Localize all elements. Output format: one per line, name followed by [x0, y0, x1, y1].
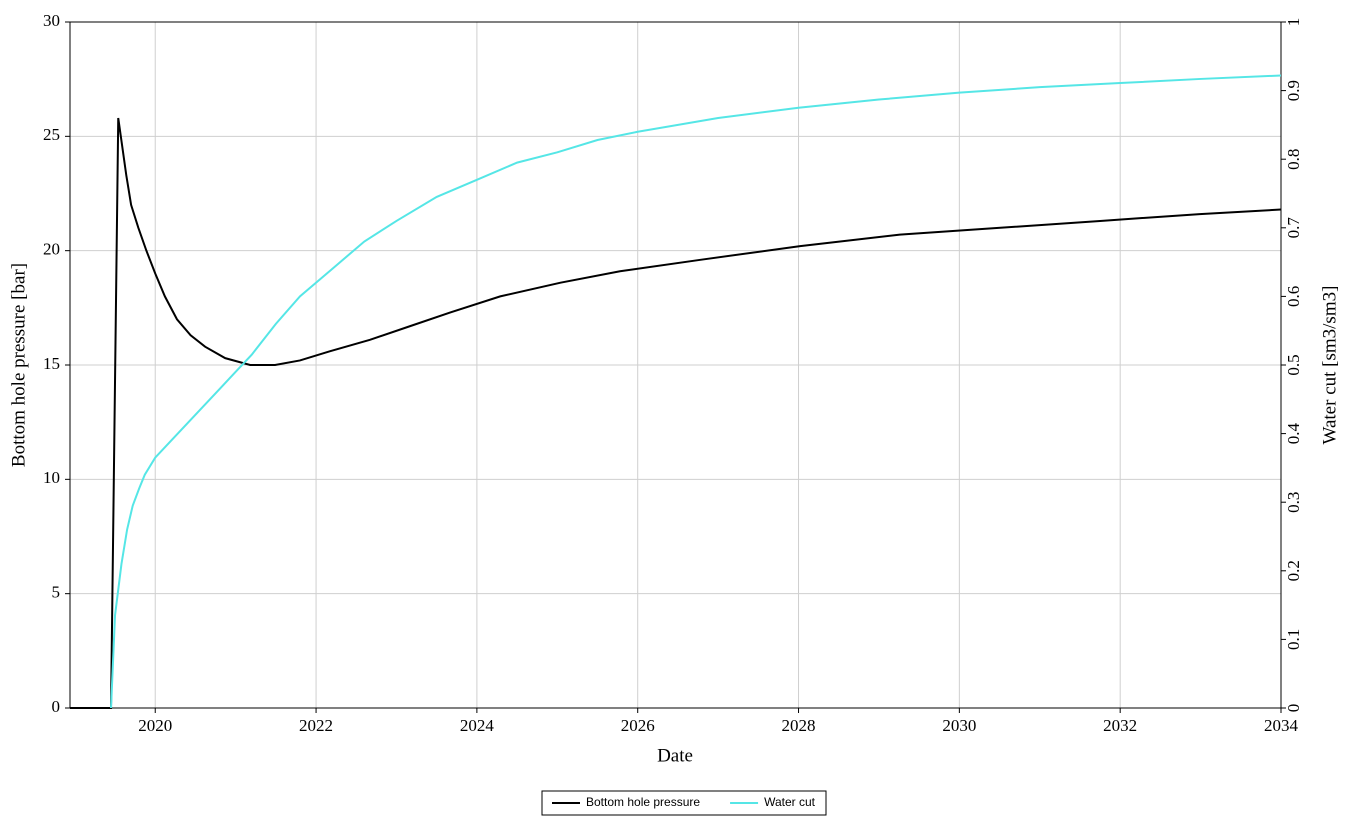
y-axis-label: Bottom hole pressure [bar]: [8, 263, 29, 467]
y2-tick-label: 0.6: [1284, 286, 1303, 307]
legend-label: Bottom hole pressure: [586, 795, 700, 809]
x-tick-label: 2026: [621, 716, 655, 735]
legend-label: Water cut: [764, 795, 816, 809]
y-tick-label: 20: [43, 240, 60, 259]
y-tick-label: 25: [43, 125, 60, 144]
y2-tick-label: 0: [1284, 704, 1303, 713]
data-line: [70, 117, 1282, 709]
y2-tick-label: 0.8: [1284, 149, 1303, 170]
y2-tick-label: 1: [1284, 18, 1303, 27]
x-axis-label: Date: [657, 745, 693, 766]
legend-box: [541, 790, 827, 816]
x-tick-label: 2024: [460, 716, 495, 735]
y-tick-label: 10: [43, 468, 60, 487]
y2-tick-label: 0.2: [1284, 560, 1303, 581]
y2-tick-label: 0.5: [1284, 354, 1303, 375]
y-tick-label: 5: [52, 583, 61, 602]
y2-tick-label: 0.4: [1284, 422, 1303, 444]
x-tick-label: 2028: [782, 716, 816, 735]
x-tick-label: 2022: [299, 716, 333, 735]
x-tick-label: 2020: [138, 716, 172, 735]
y2-axis-label: Water cut [sm3/sm3]: [1319, 286, 1340, 445]
data-line: [110, 74, 1282, 709]
y-tick-label: 0: [52, 697, 61, 716]
y-tick-label: 30: [43, 11, 60, 30]
plot-frame: [69, 21, 1282, 709]
y2-tick-label: 0.3: [1284, 492, 1303, 513]
x-tick-label: 2034: [1264, 716, 1299, 735]
x-tick-label: 2032: [1103, 716, 1137, 735]
y2-tick-label: 0.1: [1284, 629, 1303, 650]
y2-tick-label: 0.7: [1284, 217, 1303, 239]
y2-tick-label: 0.9: [1284, 80, 1303, 101]
y-tick-label: 15: [43, 354, 60, 373]
legend: Bottom hole pressure Water cut: [541, 790, 827, 816]
x-tick-label: 2030: [942, 716, 976, 735]
